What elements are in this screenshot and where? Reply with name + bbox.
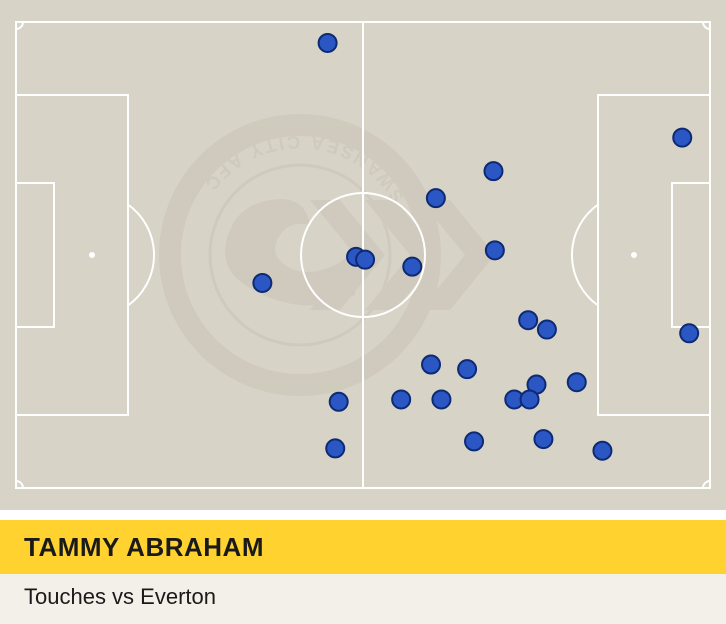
touch-dot <box>319 34 337 52</box>
touch-dot <box>521 390 539 408</box>
touch-dot <box>330 393 348 411</box>
touch-dot <box>538 321 556 339</box>
touch-dot <box>432 390 450 408</box>
touch-dot <box>403 258 421 276</box>
touch-dot <box>673 129 691 147</box>
touch-dot <box>568 373 586 391</box>
player-title: TAMMY ABRAHAM <box>0 520 726 574</box>
touch-dot <box>422 356 440 374</box>
touch-dot <box>458 360 476 378</box>
touch-dot <box>519 311 537 329</box>
touch-dot <box>484 162 502 180</box>
label-block: TAMMY ABRAHAM Touches vs Everton <box>0 510 726 624</box>
touchmap-figure: SWANSEA CITY AFC TAMMY ABRAHAM Touches v… <box>0 0 726 624</box>
touch-dot <box>253 274 271 292</box>
label-gap <box>0 510 726 520</box>
touch-dot <box>534 430 552 448</box>
pitch-area: SWANSEA CITY AFC <box>0 0 726 510</box>
touch-dot <box>392 390 410 408</box>
touch-dot <box>486 241 504 259</box>
subtitle: Touches vs Everton <box>0 574 726 624</box>
touch-dot <box>593 442 611 460</box>
touch-dot <box>326 439 344 457</box>
pitch-svg: SWANSEA CITY AFC <box>0 0 726 510</box>
touch-dot <box>427 189 445 207</box>
touch-dot <box>356 251 374 269</box>
touch-dot <box>465 432 483 450</box>
touch-dot <box>680 324 698 342</box>
